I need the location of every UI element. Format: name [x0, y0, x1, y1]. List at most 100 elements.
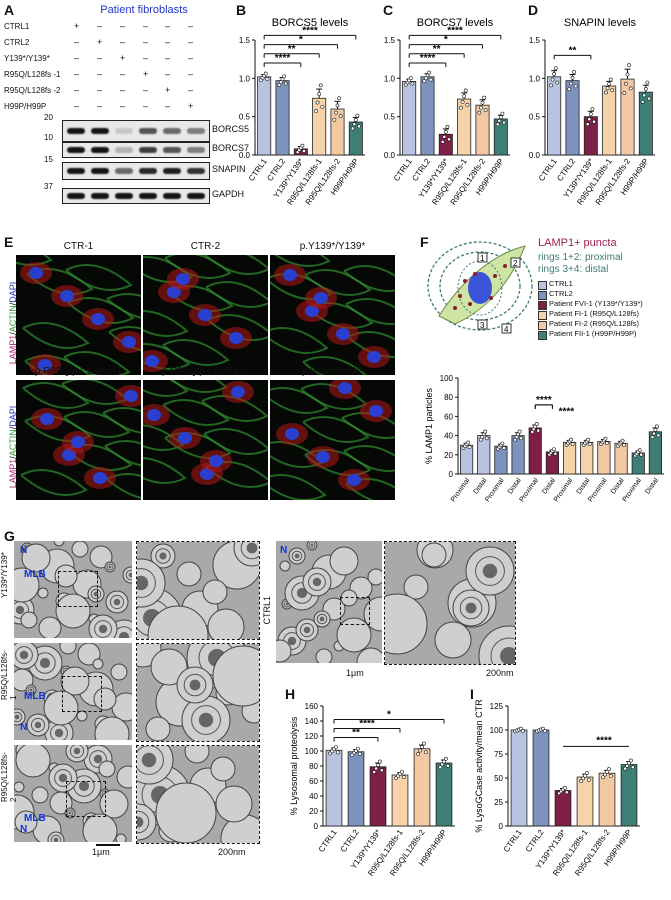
y-tick-label: 100 — [305, 747, 319, 756]
blot-band — [115, 168, 133, 174]
em-vesicle — [315, 648, 333, 663]
blot-mark: + — [143, 69, 149, 79]
bar — [435, 762, 453, 827]
blot-mw-marker: 15 — [44, 155, 53, 164]
bar — [602, 85, 617, 156]
stain-lamp: LAMP1 — [8, 334, 18, 365]
data-point — [592, 119, 596, 124]
nucleus — [369, 405, 383, 417]
em-vesicle — [110, 663, 128, 681]
em-lamella — [137, 746, 164, 775]
em-core — [189, 679, 201, 691]
data-point — [423, 750, 428, 755]
blot-band — [139, 168, 157, 174]
em-vesicle — [145, 716, 171, 741]
data-point — [517, 429, 522, 434]
micrograph-cells — [270, 255, 395, 375]
bar — [620, 78, 635, 156]
panel-label-i: I — [470, 686, 474, 702]
sig-label: **** — [559, 406, 575, 417]
data-point — [418, 748, 422, 753]
bar — [402, 81, 417, 156]
data-point — [586, 777, 591, 782]
blot-mark: – — [188, 69, 194, 79]
nucleus — [38, 359, 52, 371]
bar — [620, 764, 638, 827]
blot-band — [67, 168, 85, 174]
sig-label: **** — [275, 53, 291, 64]
bar — [614, 442, 628, 475]
actin-fiber — [104, 440, 141, 467]
data-point — [422, 79, 427, 83]
data-point — [604, 90, 608, 95]
nucleus — [91, 313, 105, 325]
em-vesicle — [176, 561, 202, 587]
data-point — [314, 109, 318, 114]
em-zoom-image — [136, 745, 260, 844]
micrograph-label: CTR-2 — [190, 241, 221, 252]
y-tick-label: 120 — [305, 732, 319, 741]
em-lamella — [15, 646, 33, 664]
micrograph-cells — [143, 380, 268, 488]
data-point — [637, 448, 642, 453]
blot-mark: – — [143, 85, 149, 95]
em-lamella — [183, 673, 207, 697]
data-point — [585, 122, 590, 127]
actin-fiber — [143, 457, 187, 484]
y-tick-label: 1.0 — [239, 74, 251, 83]
actin-fiber — [341, 412, 395, 439]
y-tick-label: 60 — [309, 777, 318, 786]
data-point — [280, 77, 285, 82]
data-point — [581, 776, 585, 781]
blot-band — [187, 168, 205, 174]
data-point — [570, 442, 575, 447]
blot-mark: – — [74, 85, 80, 95]
data-point — [482, 95, 486, 100]
blot-mark: – — [188, 21, 194, 31]
data-point — [555, 80, 560, 85]
em-vesicle — [14, 810, 38, 834]
blot-band — [115, 193, 133, 199]
chart-H: 0 20 40 60 80 100 120 140 160 % Lysosomal proteol… — [289, 702, 455, 878]
em-vesicle — [31, 786, 49, 804]
y-tick-label: 0 — [499, 822, 504, 831]
nucleus — [122, 336, 136, 348]
em-texture — [276, 541, 382, 663]
em-lamella — [89, 750, 107, 768]
em-vesicle — [367, 568, 382, 586]
blot-mw-marker: 10 — [44, 133, 53, 142]
data-point — [640, 99, 645, 104]
blot-mw-marker: 20 — [44, 113, 53, 122]
data-point — [425, 73, 430, 78]
blot-band-box — [62, 188, 210, 204]
data-point — [495, 122, 500, 127]
em-vesicle — [20, 611, 38, 629]
bar — [597, 440, 611, 475]
stain-sep: / — [8, 302, 18, 306]
actin-fiber — [143, 380, 189, 397]
data-point — [400, 769, 404, 774]
actin-fiber — [22, 322, 90, 349]
actin-fiber — [106, 473, 141, 499]
actin-fiber — [63, 351, 131, 375]
y-tick-label: 40 — [309, 792, 318, 801]
stain-sep: / — [8, 332, 18, 335]
nucleus — [198, 309, 212, 321]
data-point — [315, 100, 320, 105]
em-ctrl-scale-label: 1μm — [346, 668, 364, 678]
sig-label: **** — [596, 735, 612, 746]
nucleus — [71, 436, 85, 448]
micrograph-label: CTR-1 — [63, 241, 94, 252]
data-point — [536, 428, 541, 433]
blot-band — [67, 193, 85, 199]
em-vesicle — [184, 746, 210, 764]
data-point — [605, 86, 610, 91]
data-point — [483, 429, 488, 434]
bar — [565, 80, 580, 156]
actin-fiber — [65, 264, 133, 291]
em-core — [54, 728, 64, 738]
data-point — [279, 80, 283, 84]
blot-band — [91, 193, 109, 199]
blot-mark: – — [97, 101, 103, 111]
